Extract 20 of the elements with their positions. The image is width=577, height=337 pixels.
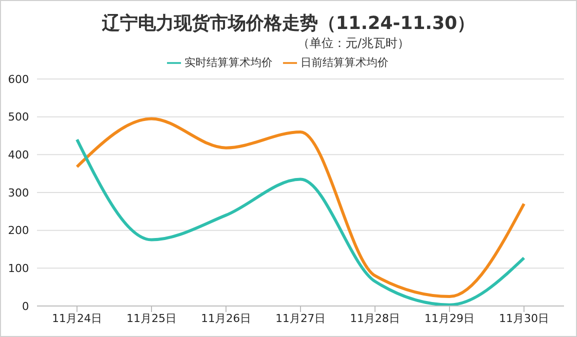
chart-title: 辽宁电力现货市场价格走势（11.24-11.30） <box>100 12 476 35</box>
x-tick-label: 11月28日 <box>350 312 400 325</box>
y-tick-label: 200 <box>8 224 29 238</box>
y-tick-label: 100 <box>8 262 29 276</box>
legend-label: 日前结算算术均价 <box>300 56 388 69</box>
x-tick-label: 11月25日 <box>126 312 176 325</box>
x-tick-label: 11月29日 <box>424 312 474 325</box>
chart-subtitle: （单位：元/兆瓦时） <box>296 35 411 52</box>
y-tick-label: 500 <box>8 110 29 124</box>
line-series <box>76 117 526 298</box>
line-series <box>76 138 526 306</box>
y-tick-label: 0 <box>22 300 29 313</box>
y-tick-label: 400 <box>8 148 29 162</box>
y-tick-label: 600 <box>8 72 29 86</box>
x-tick-label: 11月27日 <box>276 312 326 325</box>
x-tick-label: 11月26日 <box>201 312 251 325</box>
legend-label: 实时结算算术均价 <box>184 56 272 69</box>
x-tick-label: 11月24日 <box>52 312 102 325</box>
x-tick-label: 11月30日 <box>499 312 549 325</box>
y-tick-label: 300 <box>8 186 29 200</box>
